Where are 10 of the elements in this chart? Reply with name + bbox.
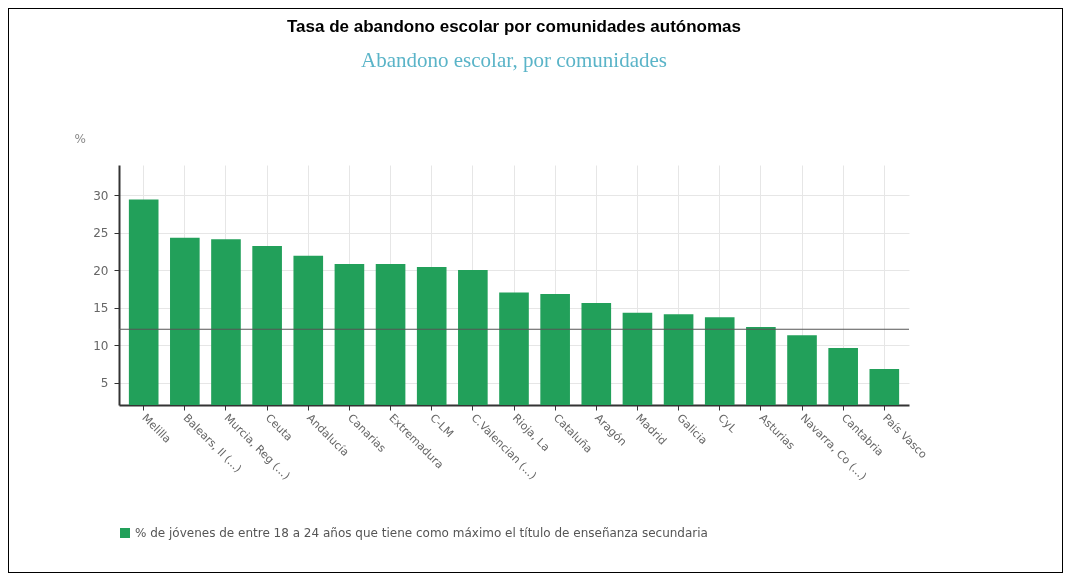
chart-title: Tasa de abandono escolar por comunidades autónomas — [286, 17, 742, 36]
chart-subtitle: Abandono escolar, por comunidades — [361, 48, 667, 72]
y-tick-label: 15 — [93, 301, 109, 315]
y-tick-label: 5 — [100, 376, 109, 390]
legend-label: % de jóvenes de entre 18 a 24 años que tiene como máximo el título de enseñanza secundaria — [135, 526, 708, 540]
y-tick-label: 20 — [93, 263, 109, 278]
y-tick-label: 10 — [93, 338, 109, 353]
y-tick-label: 25 — [93, 226, 109, 240]
y-axis-title: % — [74, 131, 86, 146]
y-tick-label: 30 — [93, 188, 109, 203]
